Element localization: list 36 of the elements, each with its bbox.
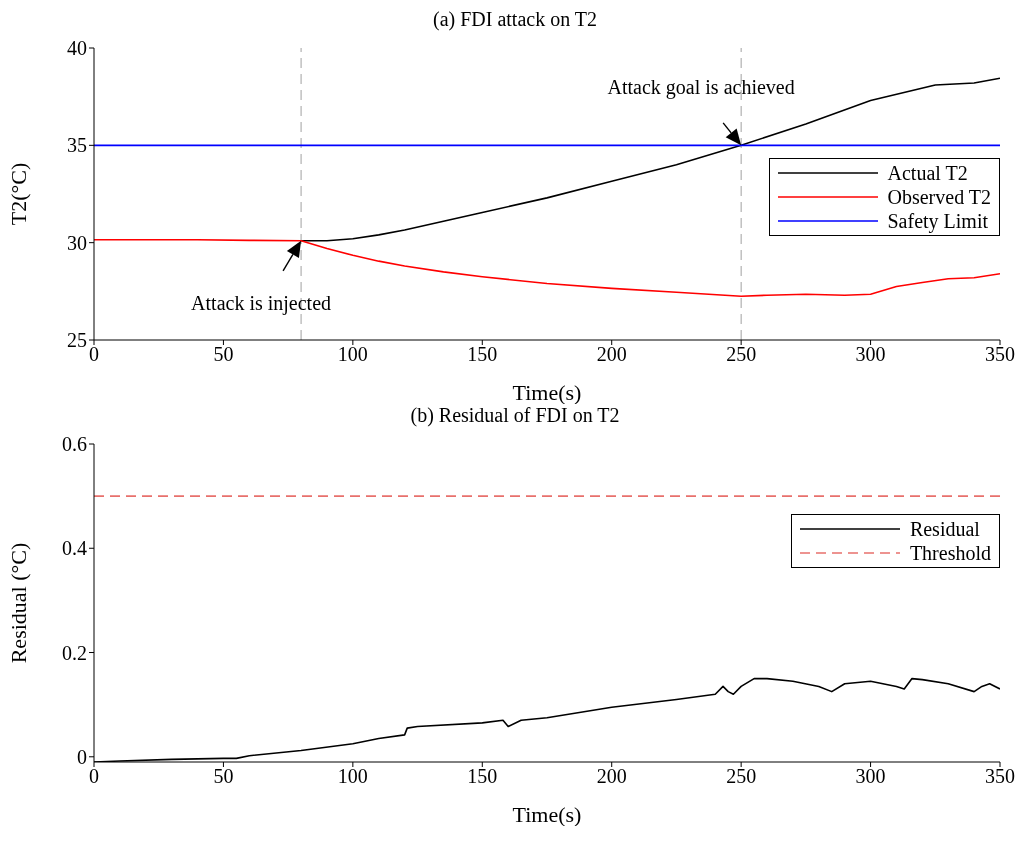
x-tick-label: 200 xyxy=(596,765,627,788)
x-tick-label: 50 xyxy=(213,765,234,788)
annotation: Attack goal is achieved xyxy=(607,76,795,100)
x-tick-label: 350 xyxy=(985,343,1015,366)
x-tick-label: 100 xyxy=(337,765,368,788)
line-series xyxy=(94,238,1000,297)
x-tick-label: 250 xyxy=(726,343,757,366)
legend-label: Observed T2 xyxy=(887,185,991,209)
y-tick-label: 0.2 xyxy=(62,641,87,664)
y-axis-title: T2(°C) xyxy=(5,162,31,226)
legend-label: Safety Limit xyxy=(887,209,989,233)
x-tick-label: 50 xyxy=(213,343,234,366)
y-tick-label: 0.6 xyxy=(62,433,87,456)
x-axis-title: Time(s) xyxy=(512,380,582,405)
chart-title: (b) Residual of FDI on T2 xyxy=(409,404,621,429)
x-tick-label: 150 xyxy=(467,765,498,788)
x-tick-label: 350 xyxy=(985,765,1015,788)
x-axis-title: Time(s) xyxy=(512,802,582,827)
y-tick-label: 40 xyxy=(67,37,87,60)
legend-label: Threshold xyxy=(909,541,991,565)
x-tick-label: 100 xyxy=(337,343,368,366)
y-tick-label: 30 xyxy=(67,231,87,254)
annotation: Attack is injected xyxy=(191,291,332,315)
x-tick-label: 300 xyxy=(855,765,886,788)
y-tick-label: 35 xyxy=(67,134,87,157)
y-axis-title: Residual (°C) xyxy=(5,542,31,664)
y-tick-label: 25 xyxy=(67,329,87,352)
chart-title: (a) FDI attack on T2 xyxy=(432,8,598,33)
legend-label: Residual xyxy=(909,517,980,541)
x-tick-label: 250 xyxy=(726,765,757,788)
y-tick-label: 0 xyxy=(77,745,87,768)
x-tick-label: 200 xyxy=(596,343,627,366)
x-tick-label: 150 xyxy=(467,343,498,366)
y-tick-label: 0.4 xyxy=(62,537,87,560)
x-tick-label: 300 xyxy=(855,343,886,366)
legend-label: Actual T2 xyxy=(887,161,968,185)
